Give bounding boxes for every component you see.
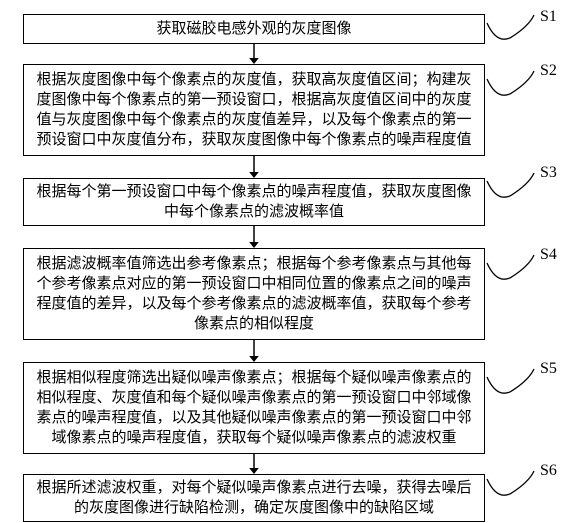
step-curve-path — [487, 71, 534, 95]
flow-node-n2: 根据灰度图像中每个像素点的灰度值，获取高灰度值区间；构建灰度图像中每个像素点的第… — [23, 64, 485, 156]
step-curve-path — [487, 15, 534, 39]
step-label-s5: S5 — [540, 360, 557, 378]
flow-node-n4: 根据滤波概率值筛选出参考像素点；根据每个参考像素点与其他每个参考像素点对应的第一… — [23, 248, 485, 340]
flow-node-n5: 根据相似程度筛选出疑似噪声像素点；根据每个疑似噪声像素点的相似程度、灰度值和每个… — [23, 362, 485, 454]
step-label-s1: S1 — [540, 8, 557, 26]
step-label-s4: S4 — [540, 246, 557, 264]
flow-node-n3: 根据每个第一预设窗口中每个像素点的噪声程度值，获取灰度图像中每个像素点的滤波概率… — [23, 178, 485, 226]
step-label-s2: S2 — [540, 62, 557, 80]
flow-node-text: 获取磁胶电感外观的灰度图像 — [30, 19, 478, 39]
flow-node-text: 根据相似程度筛选出疑似噪声像素点；根据每个疑似噪声像素点的相似程度、灰度值和每个… — [30, 368, 478, 449]
step-curve-s3 — [485, 169, 541, 207]
step-curve-s2 — [485, 67, 541, 105]
step-curve-path — [487, 471, 534, 495]
step-curve-path — [487, 173, 534, 197]
flow-node-text: 根据灰度图像中每个像素点的灰度值，获取高灰度值区间；构建灰度图像中每个像素点的第… — [30, 70, 478, 151]
flow-node-n6: 根据所述滤波权重，对每个疑似噪声像素点进行去噪，获得去噪后的灰度图像进行缺陷检测… — [23, 474, 485, 522]
step-curve-s5 — [485, 365, 541, 403]
flow-node-text: 根据滤波概率值筛选出参考像素点；根据每个参考像素点与其他每个参考像素点对应的第一… — [30, 254, 478, 335]
step-curve-path — [487, 255, 534, 279]
flow-node-text: 根据所述滤波权重，对每个疑似噪声像素点进行去噪，获得去噪后的灰度图像进行缺陷检测… — [30, 478, 478, 519]
step-label-s6: S6 — [540, 462, 557, 480]
step-curve-s4 — [485, 251, 541, 289]
flow-node-text: 根据每个第一预设窗口中每个像素点的噪声程度值，获取灰度图像中每个像素点的滤波概率… — [30, 182, 478, 223]
step-label-s3: S3 — [540, 164, 557, 182]
step-curve-path — [487, 369, 534, 393]
step-curve-s1 — [485, 11, 541, 49]
flowchart-canvas: 获取磁胶电感外观的灰度图像根据灰度图像中每个像素点的灰度值，获取高灰度值区间；构… — [0, 0, 574, 523]
step-curve-s6 — [485, 467, 541, 505]
flow-node-n1: 获取磁胶电感外观的灰度图像 — [23, 14, 485, 44]
